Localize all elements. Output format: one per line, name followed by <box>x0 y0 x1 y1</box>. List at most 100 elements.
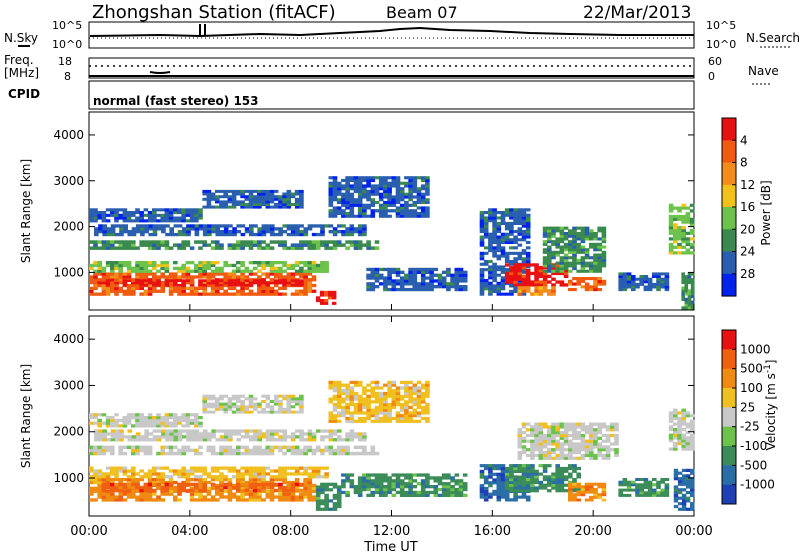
heatmap-cell-0-7 <box>408 192 413 196</box>
heatmap-cell-0-13 <box>601 264 607 268</box>
velocity-ylabel: Slant Range [km] <box>19 364 33 468</box>
heatmap-cell-0-7 <box>353 189 359 194</box>
heatmap-cell-0-0 <box>97 278 102 282</box>
heatmap-cell-1-6 <box>231 405 237 409</box>
heatmap-cell-1-2 <box>181 469 186 473</box>
heatmap-cell-1-12 <box>521 448 527 452</box>
heatmap-cell-1-12 <box>542 436 548 440</box>
heatmap-cell-1-16 <box>677 496 683 500</box>
heatmap-cell-1-1 <box>152 488 157 493</box>
heatmap-cell-0-0 <box>210 275 216 279</box>
heatmap-cell-0-9 <box>387 287 392 292</box>
heatmap-cell-1-10 <box>483 475 489 479</box>
heatmap-cell-1-3 <box>303 448 308 453</box>
heatmap-cell-1-4 <box>223 432 229 436</box>
heatmap-cell-1-3 <box>362 451 367 456</box>
heatmap-cell-0-0 <box>177 275 182 279</box>
heatmap-cell-0-15 <box>652 282 657 286</box>
heatmap-cell-0-2 <box>110 269 115 273</box>
heatmap-cell-0-3 <box>278 243 283 247</box>
heatmap-cell-0-10 <box>488 289 493 293</box>
heatmap-cell-1-9 <box>378 493 384 497</box>
heatmap-cell-0-10 <box>517 211 523 215</box>
heatmap-cell-1-7 <box>374 400 380 404</box>
heatmap-cell-1-6 <box>240 410 245 414</box>
heatmap-cell-0-13 <box>580 264 586 268</box>
heatmap-cell-0-17 <box>681 297 685 301</box>
heatmap-cell-1-4 <box>270 432 275 436</box>
heatmap-cell-0-10 <box>479 281 485 285</box>
heatmap-cell-1-0 <box>294 495 300 499</box>
heatmap-cell-0-9 <box>454 273 460 277</box>
heatmap-cell-0-5 <box>101 216 107 220</box>
heatmap-cell-1-10 <box>525 467 531 471</box>
heatmap-cell-1-5 <box>152 418 157 422</box>
heatmap-cell-0-3 <box>257 240 262 244</box>
heatmap-cell-0-9 <box>429 276 434 280</box>
heatmap-cell-0-13 <box>542 240 548 244</box>
heatmap-cell-0-2 <box>89 266 94 270</box>
heatmap-cell-0-2 <box>173 266 178 270</box>
heatmap-cell-0-11 <box>504 280 510 284</box>
heatmap-cell-0-10 <box>496 268 502 272</box>
heatmap-cell-1-9 <box>378 490 384 495</box>
heatmap-cell-0-16 <box>689 242 695 247</box>
heatmap-cell-0-6 <box>278 200 283 204</box>
heatmap-cell-1-7 <box>420 405 426 409</box>
heatmap-cell-1-4 <box>211 435 216 439</box>
heatmap-cell-1-9 <box>404 493 409 497</box>
heatmap-cell-0-7 <box>420 192 426 196</box>
heatmap-cell-0-6 <box>244 203 250 206</box>
heatmap-cell-1-6 <box>265 410 271 414</box>
heatmap-cell-1-6 <box>278 402 283 406</box>
heatmap-cell-0-0 <box>93 286 98 290</box>
heatmap-cell-0-12 <box>521 286 527 290</box>
heatmap-cell-1-12 <box>572 451 577 455</box>
heatmap-cell-1-2 <box>231 469 237 473</box>
heatmap-cell-0-13 <box>542 264 548 268</box>
heatmap-cell-0-9 <box>450 282 455 286</box>
heatmap-cell-1-15 <box>673 433 678 437</box>
heatmap-cell-1-4 <box>202 438 208 442</box>
heatmap-cell-1-1 <box>282 485 287 490</box>
heatmap-cell-1-9 <box>399 487 405 492</box>
heatmap-cell-1-0 <box>101 495 107 499</box>
heatmap-cell-1-9 <box>425 493 430 497</box>
heatmap-cell-0-6 <box>273 189 279 193</box>
heatmap-cell-1-1 <box>143 485 149 490</box>
heatmap-cell-1-9 <box>408 493 413 497</box>
heatmap-cell-0-13 <box>576 250 581 254</box>
heatmap-cell-1-9 <box>345 493 350 497</box>
heatmap-cell-1-1 <box>278 485 283 490</box>
heatmap-cell-1-0 <box>168 486 174 490</box>
heatmap-cell-0-7 <box>328 198 334 202</box>
heatmap-cell-1-11 <box>504 480 510 484</box>
heatmap-cell-1-5 <box>118 418 123 422</box>
heatmap-cell-0-2 <box>198 261 203 265</box>
heatmap-cell-1-1 <box>173 485 178 490</box>
heatmap-cell-1-0 <box>227 480 233 485</box>
heatmap-cell-1-12 <box>534 425 539 429</box>
heatmap-cell-0-0 <box>223 292 228 296</box>
heatmap-cell-1-9 <box>378 476 384 480</box>
heatmap-cell-0-6 <box>206 203 212 206</box>
heatmap-cell-0-7 <box>349 211 355 215</box>
heatmap-cell-0-0 <box>114 272 119 276</box>
heatmap-cell-1-9 <box>349 479 355 483</box>
heatmap-cell-1-5 <box>147 413 153 417</box>
heatmap-cell-1-11 <box>521 464 527 468</box>
heatmap-cell-0-10 <box>479 224 485 228</box>
heatmap-cell-0-6 <box>257 200 262 204</box>
heatmap-cell-1-7 <box>362 411 367 415</box>
heatmap-cell-0-0 <box>122 272 128 276</box>
heatmap-cell-1-1 <box>147 485 153 490</box>
heatmap-cell-0-3 <box>248 240 254 244</box>
heatmap-cell-0-10 <box>517 243 523 247</box>
heatmap-cell-1-15 <box>668 425 674 429</box>
heatmap-cell-0-7 <box>362 178 367 182</box>
heatmap-cell-0-0 <box>311 283 317 288</box>
heatmap-cell-0-0 <box>89 289 94 293</box>
heatmap-cell-0-5 <box>97 213 102 217</box>
heatmap-cell-1-2 <box>320 475 325 479</box>
heatmap-cell-0-2 <box>122 261 128 265</box>
